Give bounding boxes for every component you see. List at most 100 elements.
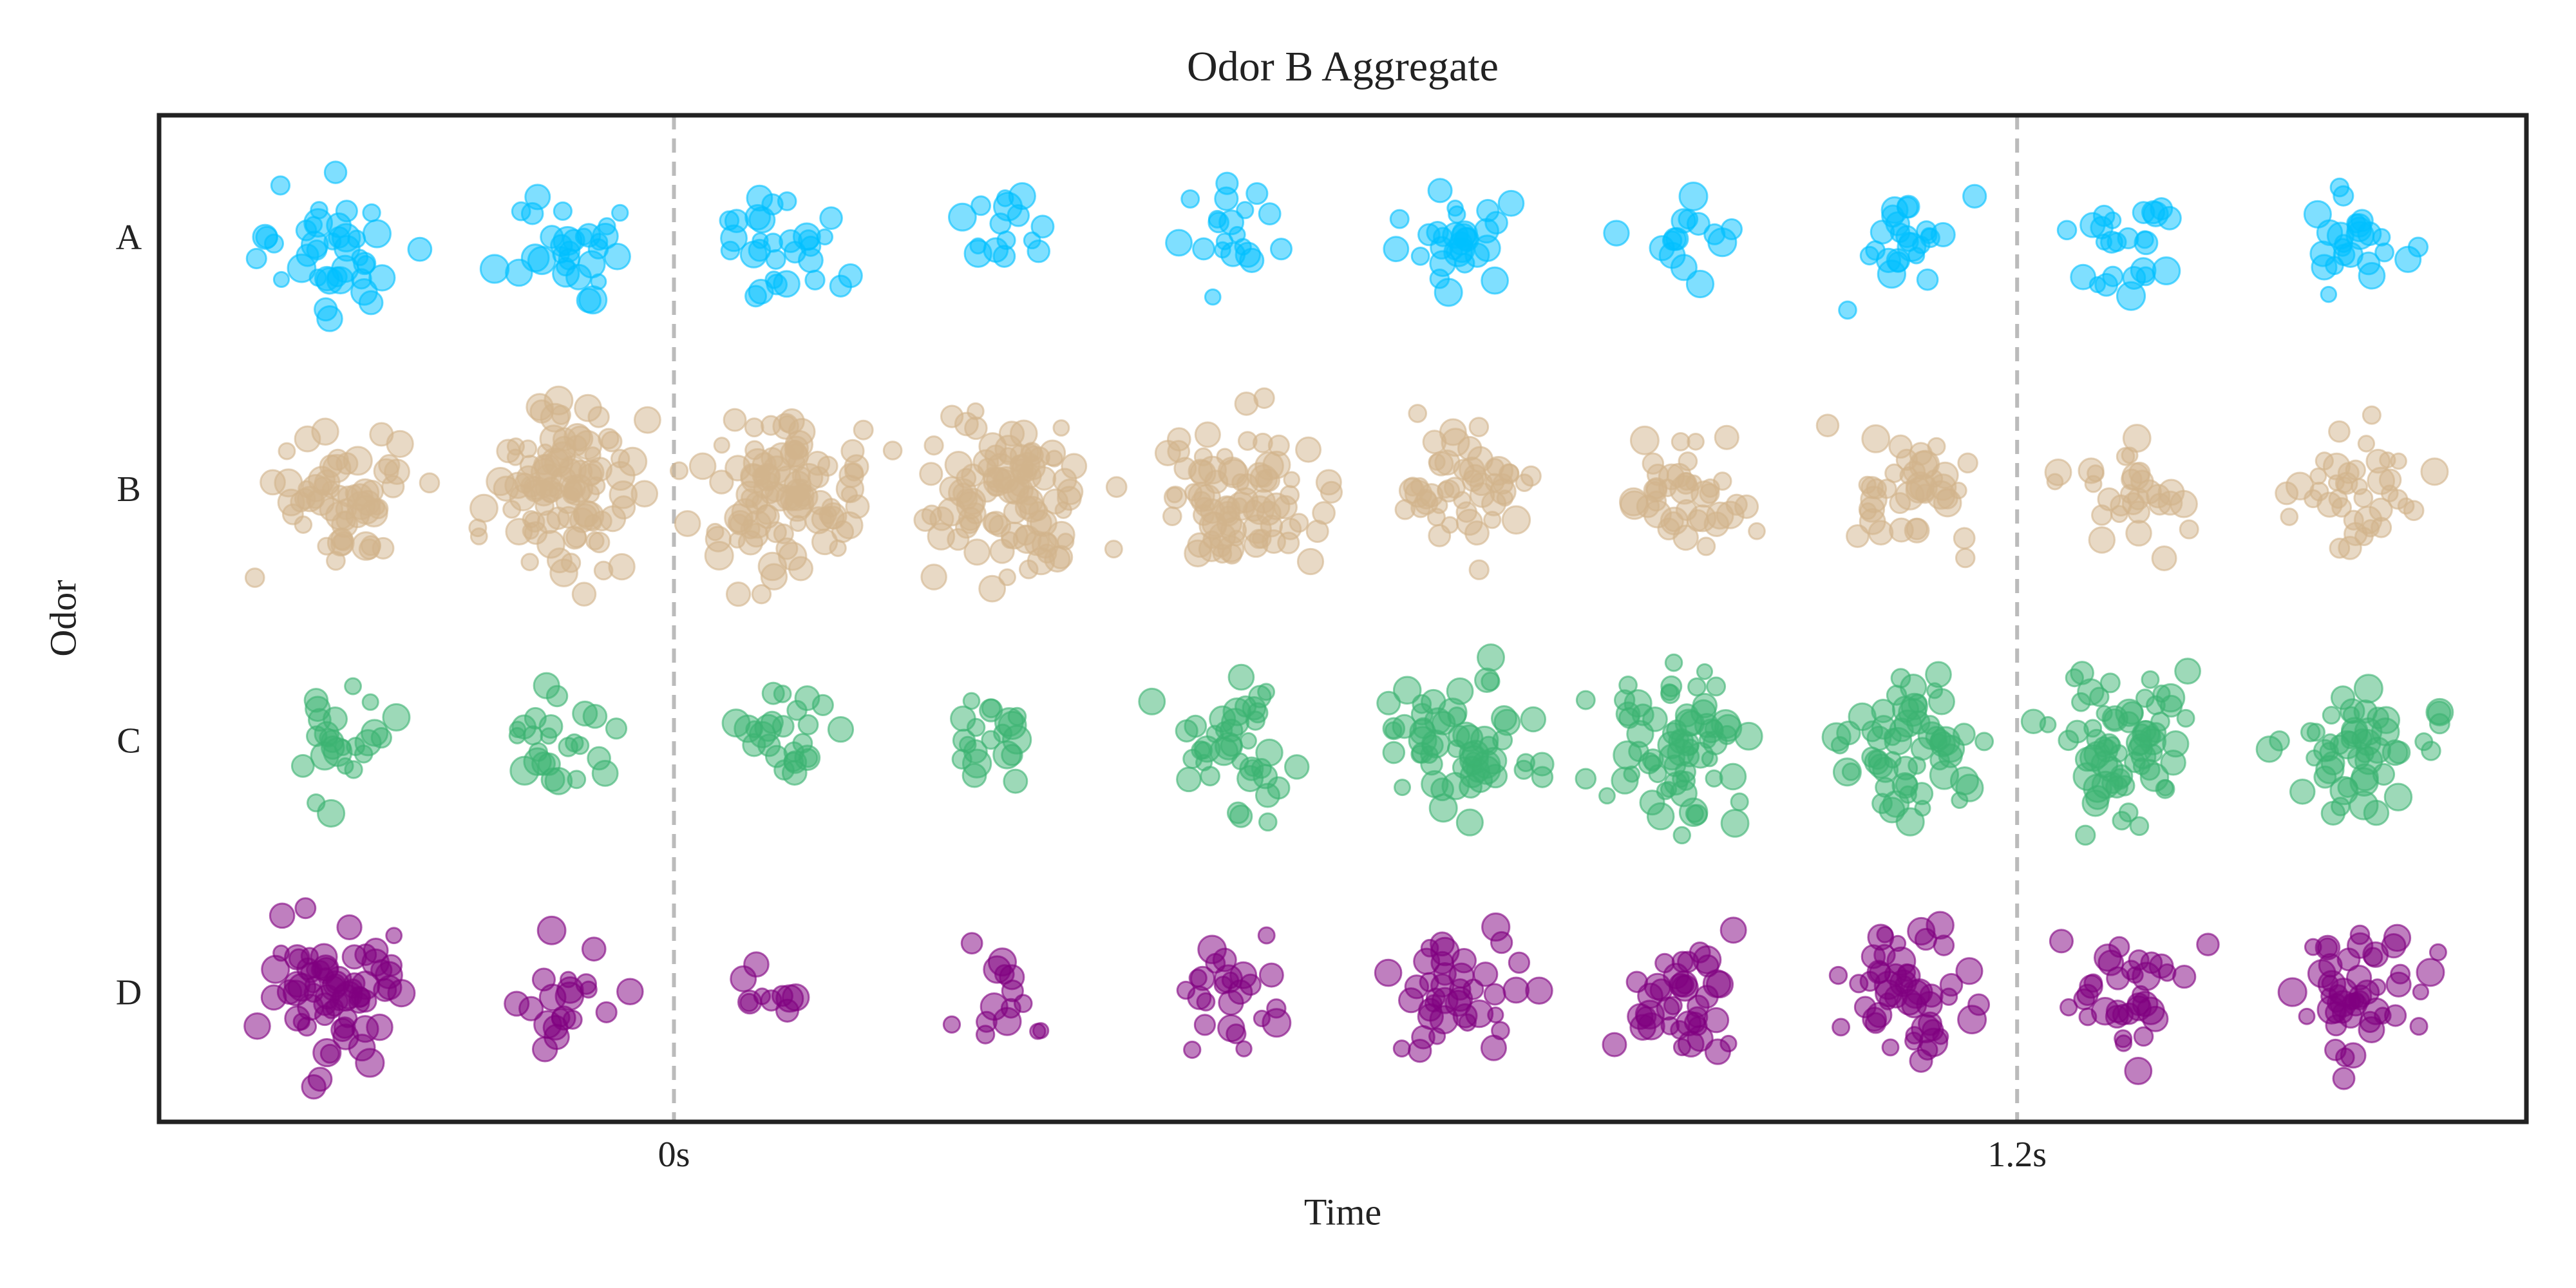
point: [948, 202, 977, 232]
point: [942, 1015, 961, 1034]
point: [2079, 974, 2103, 999]
point-cluster: [2049, 929, 2220, 1085]
point: [1828, 965, 1848, 985]
point: [1283, 754, 1310, 780]
point: [1257, 926, 1276, 945]
point: [581, 936, 607, 962]
point: [358, 290, 384, 316]
point: [778, 415, 796, 433]
point: [2156, 779, 2174, 797]
point: [2255, 735, 2283, 763]
point: [419, 472, 440, 494]
point: [1477, 643, 1505, 672]
point: [1429, 1005, 1459, 1035]
point: [829, 539, 847, 557]
point: [2381, 933, 2407, 959]
point: [1575, 768, 1597, 790]
point: [2125, 520, 2152, 547]
point: [1427, 178, 1453, 204]
point: [2362, 405, 2382, 425]
point: [1916, 268, 1939, 291]
point-cluster: [1618, 424, 1766, 556]
point: [1296, 547, 1325, 576]
point: [468, 518, 488, 538]
point: [1394, 499, 1416, 520]
point: [1520, 706, 1547, 733]
point: [1448, 205, 1466, 224]
point: [730, 965, 757, 992]
point: [737, 530, 764, 556]
point: [1193, 1014, 1217, 1036]
point: [1907, 247, 1926, 265]
point: [2378, 468, 2402, 491]
point: [255, 225, 278, 249]
point-cluster: [1374, 912, 1553, 1063]
point: [1841, 762, 1861, 781]
point: [2124, 1057, 2153, 1085]
point: [669, 461, 689, 480]
point: [320, 735, 345, 760]
point: [2285, 471, 2315, 501]
point: [2121, 446, 2139, 464]
point: [1502, 976, 1530, 1004]
point: [520, 553, 539, 571]
point: [591, 759, 619, 787]
point: [1047, 520, 1075, 549]
point: [1320, 480, 1343, 504]
point: [2320, 285, 2338, 303]
point: [1227, 979, 1253, 1005]
point: [2368, 978, 2387, 996]
point: [981, 698, 1001, 719]
point: [920, 564, 947, 591]
point: [1027, 510, 1052, 536]
point: [1189, 965, 1216, 991]
point: [2131, 985, 2150, 1004]
point: [2071, 692, 2091, 712]
point: [347, 229, 366, 249]
point: [1138, 687, 1166, 715]
point: [1052, 419, 1070, 437]
point: [1598, 787, 1616, 805]
point: [1279, 485, 1300, 506]
point: [2172, 965, 2197, 989]
point: [2122, 265, 2146, 290]
point: [523, 747, 552, 776]
point: [565, 526, 587, 549]
point: [2157, 963, 2177, 982]
point: [1205, 952, 1226, 974]
point: [1848, 702, 1877, 732]
point: [2103, 211, 2122, 229]
point: [590, 232, 609, 251]
point: [317, 799, 346, 828]
point: [1257, 683, 1276, 701]
point: [508, 726, 526, 744]
point: [1672, 826, 1691, 845]
point: [469, 493, 498, 523]
point: [1672, 1037, 1692, 1057]
point: [1639, 790, 1665, 816]
point: [1455, 808, 1484, 837]
point: [1868, 750, 1888, 770]
point: [1188, 482, 1215, 509]
point: [1660, 675, 1683, 697]
point: [1227, 663, 1255, 691]
point: [1213, 495, 1241, 523]
point: [1703, 1007, 1730, 1034]
point: [773, 270, 800, 298]
point: [1603, 220, 1630, 247]
point: [1459, 457, 1486, 484]
point: [1018, 485, 1039, 506]
point: [1705, 769, 1723, 788]
point: [1497, 189, 1525, 217]
point: [1430, 973, 1455, 998]
point: [370, 727, 392, 749]
point: [1635, 1006, 1657, 1027]
point: [2101, 705, 2128, 732]
point-cluster: [479, 184, 631, 315]
point: [284, 1005, 310, 1032]
point: [1481, 671, 1501, 692]
point: [287, 253, 317, 283]
point: [2129, 816, 2150, 837]
point: [2374, 242, 2394, 263]
point: [1699, 483, 1720, 504]
